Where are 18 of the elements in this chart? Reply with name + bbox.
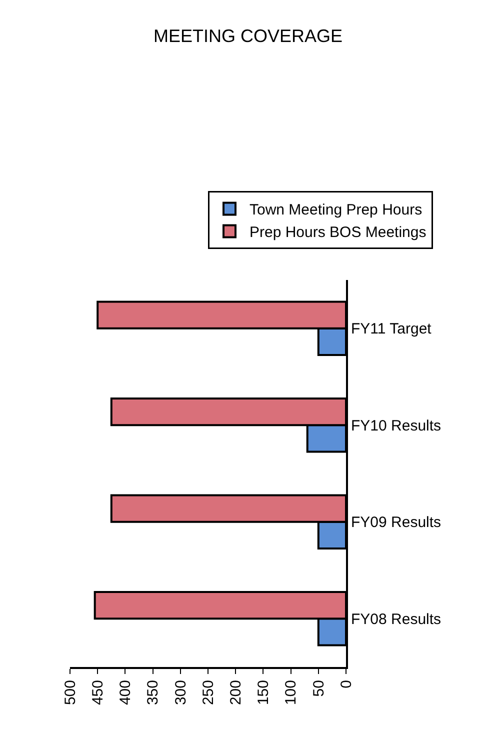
x-tick-label: 300	[172, 680, 190, 706]
x-tick-label: 400	[117, 680, 134, 706]
x-tick-label: 250	[200, 680, 217, 706]
x-tick-label: 500	[62, 680, 79, 706]
legend-label: Town Meeting Prep Hours	[250, 202, 422, 219]
legend-label: Prep Hours BOS Meetings	[250, 224, 426, 242]
x-tick-label: 350	[144, 680, 162, 706]
chart-title: MEETING COVERAGE	[153, 26, 343, 46]
y-tick-label: FY10 Results	[351, 417, 442, 434]
x-tick-label: 100	[282, 680, 300, 706]
x-tick-label: 0	[338, 680, 355, 688]
x-tick-label: 200	[227, 680, 244, 706]
y-tick-label: FY08 Results	[351, 610, 442, 628]
x-tick-label: 150	[255, 680, 272, 706]
x-tick-label: 50	[310, 680, 328, 697]
y-tick-label: FY09 Results	[351, 514, 442, 532]
x-tick-label: 450	[89, 680, 106, 706]
y-tick-label: FY11 Target	[351, 320, 432, 338]
